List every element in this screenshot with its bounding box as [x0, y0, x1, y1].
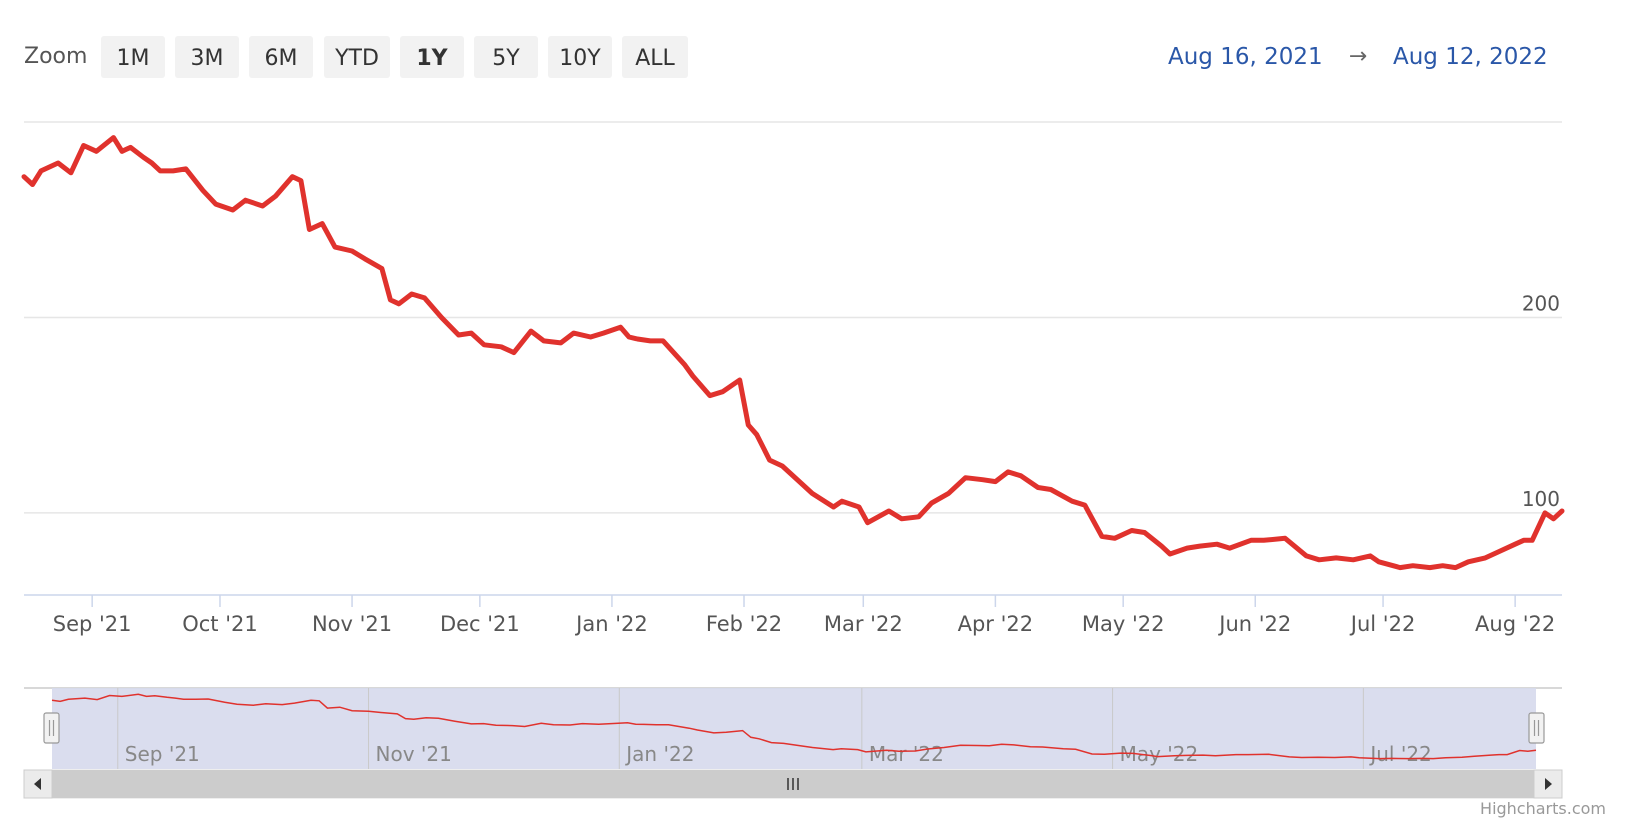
scrollbar[interactable] [23, 769, 1563, 799]
x-tick-label: May '22 [1082, 612, 1165, 636]
zoom-button-1y[interactable]: 1Y [400, 36, 464, 78]
y-tick-label: 100 [1522, 487, 1560, 511]
zoom-buttons: 1M 3M 6M YTD 1Y 5Y 10Y ALL [101, 36, 688, 78]
x-tick-label: Jan '22 [574, 612, 648, 636]
zoom-button-label: 1M [117, 46, 150, 71]
navigator-handle-left[interactable] [43, 712, 60, 744]
zoom-button-10y[interactable]: 10Y [548, 36, 612, 78]
navigator-tick-label: Sep '21 [125, 742, 200, 766]
scroll-right-button[interactable] [1533, 769, 1563, 799]
zoom-button-6m[interactable]: 6M [249, 36, 313, 78]
y-tick-label: 200 [1522, 291, 1560, 315]
zoom-button-label: 10Y [559, 46, 601, 71]
range-to-date[interactable]: Aug 12, 2022 [1393, 44, 1548, 70]
y-grid [24, 121, 1562, 514]
zoom-button-label: 5Y [492, 46, 520, 71]
scroll-left-button[interactable] [23, 769, 53, 799]
range-arrow-icon: → [1349, 44, 1367, 69]
x-tick-label: Feb '22 [706, 612, 782, 636]
zoom-button-label: 1Y [416, 46, 448, 71]
range-from-date[interactable]: Aug 16, 2021 [1168, 44, 1323, 70]
zoom-label: Zoom [24, 44, 87, 69]
zoom-button-5y[interactable]: 5Y [474, 36, 538, 78]
navigator-tick-label: Jan '22 [624, 742, 694, 766]
arrow-left-icon [34, 778, 41, 790]
x-tick-label: Nov '21 [312, 612, 392, 636]
zoom-button-ytd[interactable]: YTD [324, 36, 390, 78]
navigator-series-line [51, 693, 1537, 760]
navigator-handle-right[interactable] [1528, 712, 1545, 744]
x-tick-label: Apr '22 [958, 612, 1034, 636]
x-tick-label: Oct '21 [182, 612, 257, 636]
x-tick-label: Sep '21 [53, 612, 132, 636]
arrow-right-icon [1545, 778, 1552, 790]
scrollbar-grip-icon [787, 778, 799, 790]
navigator[interactable]: Sep '21 Nov '21 Jan '22 Mar '22 May '22 Jul '… [24, 687, 1562, 769]
navigator-tick-label: Jul '22 [1368, 742, 1431, 766]
y-axis-labels: 100 200 [1522, 291, 1560, 510]
scrollbar-thumb[interactable] [52, 770, 1536, 798]
zoom-button-label: 6M [265, 46, 298, 71]
zoom-button-1m[interactable]: 1M [101, 36, 165, 78]
x-tick-label: Dec '21 [440, 612, 520, 636]
x-axis-ticks: Sep '21 Oct '21 Nov '21 Dec '21 Jan '22 Feb '… [53, 595, 1555, 636]
zoom-button-label: ALL [635, 46, 675, 71]
x-tick-label: Mar '22 [824, 612, 903, 636]
zoom-button-all[interactable]: ALL [622, 36, 688, 78]
x-tick-label: Jun '22 [1217, 612, 1291, 636]
zoom-button-label: 3M [191, 46, 224, 71]
price-series-line [21, 135, 1565, 571]
x-tick-label: Aug '22 [1475, 612, 1555, 636]
navigator-tick-label: Nov '21 [376, 742, 452, 766]
navigator-tick-label: Mar '22 [869, 742, 944, 766]
navigator-ticks: Sep '21 Nov '21 Jan '22 Mar '22 May '22 Jul '… [117, 688, 1432, 769]
credits-link[interactable]: Highcharts.com [1480, 799, 1606, 818]
zoom-button-3m[interactable]: 3M [175, 36, 239, 78]
zoom-button-label: YTD [334, 46, 379, 71]
x-tick-label: Jul '22 [1349, 612, 1416, 636]
